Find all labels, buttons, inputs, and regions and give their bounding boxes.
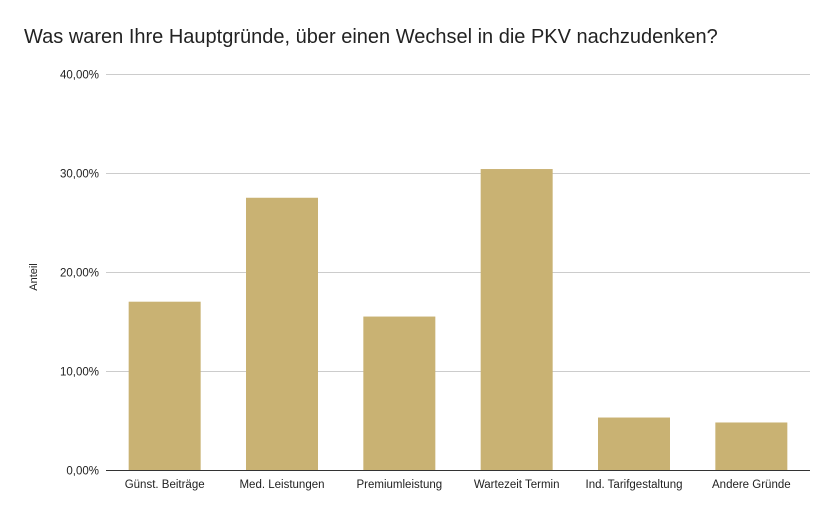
x-tick-label: Andere Gründe bbox=[712, 479, 791, 491]
y-tick-label: 40,00% bbox=[60, 70, 99, 82]
x-tick-label: Günst. Beiträge bbox=[125, 479, 205, 491]
y-tick-label: 10,00% bbox=[60, 367, 99, 379]
chart-title: Was waren Ihre Hauptgründe, über einen W… bbox=[24, 26, 718, 48]
bar bbox=[480, 169, 553, 471]
x-tick-label: Premiumleistung bbox=[357, 479, 443, 491]
y-tick-label: 20,00% bbox=[60, 268, 99, 280]
bar bbox=[715, 422, 788, 470]
bar bbox=[598, 417, 670, 470]
x-tick-label: Wartezeit Termin bbox=[474, 479, 560, 491]
bar bbox=[246, 197, 318, 470]
y-tick-label: 30,00% bbox=[60, 169, 99, 181]
bar bbox=[363, 316, 436, 470]
y-tick-label: 0,00% bbox=[66, 466, 99, 478]
bar bbox=[128, 301, 201, 470]
x-tick-label: Ind. Tarifgestaltung bbox=[586, 479, 683, 491]
x-tick-label: Med. Leistungen bbox=[239, 479, 324, 491]
